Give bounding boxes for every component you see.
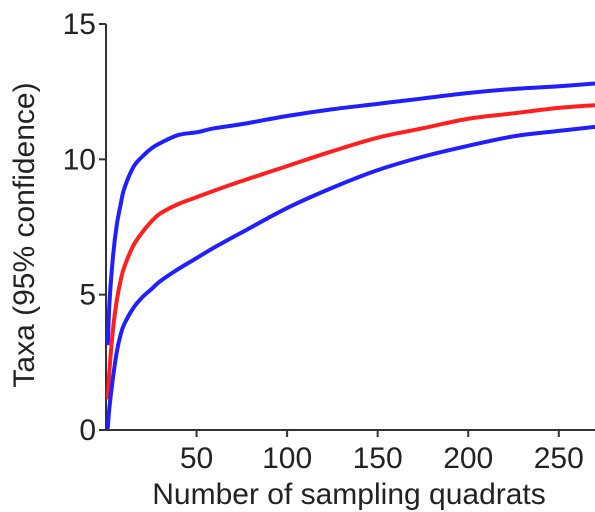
y-axis-label: Taxa (95% confidence) [8,82,41,387]
series-line-2 [105,103,595,400]
series-layer [105,81,595,430]
x-tick-label-50: 50 [180,442,213,475]
series-line-1 [105,81,595,346]
x-axis-label: Number of sampling quadrats [152,478,546,511]
x-tick-label-250: 250 [534,442,584,475]
y-tick-label-10: 10 [63,143,96,176]
y-tick-label-5: 5 [79,279,96,312]
tick-layer: 0 5 10 15 50 100 150 200 250 [63,8,584,475]
series-line-3 [105,124,595,430]
y-tick-label-15: 15 [63,8,96,41]
x-tick-label-100: 100 [262,442,312,475]
x-tick-label-200: 200 [443,442,493,475]
x-tick-label-150: 150 [353,442,403,475]
plot-area [105,24,595,431]
y-tick-label-0: 0 [79,414,96,447]
